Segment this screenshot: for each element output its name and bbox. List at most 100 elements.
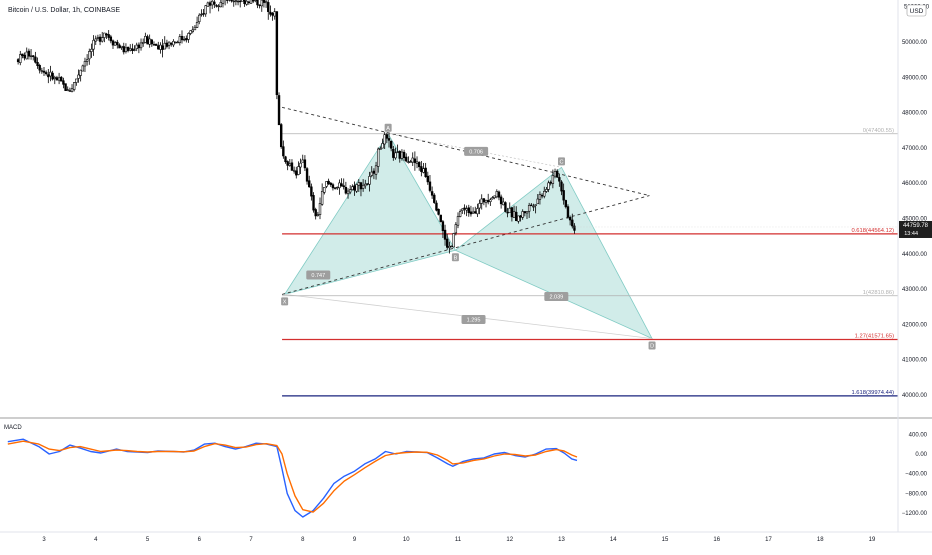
pattern-ratio-badge[interactable]: 0.747 xyxy=(306,270,331,280)
candle[interactable] xyxy=(167,41,171,50)
candle[interactable] xyxy=(68,87,72,92)
candle[interactable] xyxy=(40,67,44,74)
candle[interactable] xyxy=(124,43,128,54)
candle[interactable] xyxy=(264,0,268,8)
candle[interactable] xyxy=(174,41,177,44)
candle[interactable] xyxy=(549,180,552,186)
candle[interactable] xyxy=(562,183,565,205)
candle[interactable] xyxy=(251,0,255,4)
candle[interactable] xyxy=(525,211,529,219)
candle[interactable] xyxy=(517,215,520,224)
candle[interactable] xyxy=(204,4,207,17)
candle[interactable] xyxy=(400,149,404,161)
candle[interactable] xyxy=(42,67,46,77)
candle[interactable] xyxy=(370,166,373,178)
candle[interactable] xyxy=(122,42,125,55)
candle[interactable] xyxy=(305,167,309,185)
candle[interactable] xyxy=(66,86,69,92)
candle[interactable] xyxy=(51,70,54,81)
candle[interactable] xyxy=(480,194,483,210)
candle[interactable] xyxy=(402,149,406,162)
candle[interactable] xyxy=(512,205,516,218)
candle[interactable] xyxy=(64,83,67,92)
currency-badge[interactable]: USD xyxy=(906,4,927,17)
candle[interactable] xyxy=(25,47,28,60)
candle[interactable] xyxy=(377,147,380,173)
candle[interactable] xyxy=(176,40,179,44)
candle[interactable] xyxy=(538,191,542,205)
candle[interactable] xyxy=(247,0,251,5)
pattern-point-x[interactable]: X xyxy=(281,297,289,306)
candle[interactable] xyxy=(44,70,48,76)
candle[interactable] xyxy=(23,52,26,61)
candle[interactable] xyxy=(146,34,149,45)
candle[interactable] xyxy=(60,76,63,82)
candle[interactable] xyxy=(545,186,548,193)
candle[interactable] xyxy=(85,54,89,66)
macd-pane[interactable] xyxy=(7,438,578,518)
candle[interactable] xyxy=(415,156,419,169)
candle[interactable] xyxy=(262,0,266,8)
candle[interactable] xyxy=(484,199,488,208)
candle[interactable] xyxy=(217,4,220,12)
candle[interactable] xyxy=(502,197,505,206)
candle[interactable] xyxy=(540,193,544,199)
candle[interactable] xyxy=(536,194,539,205)
candle[interactable] xyxy=(405,153,408,163)
candle[interactable] xyxy=(88,48,91,65)
candle[interactable] xyxy=(292,166,296,174)
candle[interactable] xyxy=(486,193,490,205)
candle[interactable] xyxy=(471,207,475,214)
candle[interactable] xyxy=(36,57,39,69)
candle[interactable] xyxy=(139,38,143,51)
pattern-point-c[interactable]: C xyxy=(558,157,565,166)
candle[interactable] xyxy=(571,213,574,229)
candle[interactable] xyxy=(398,150,401,163)
candle[interactable] xyxy=(435,200,438,212)
candle[interactable] xyxy=(318,197,322,220)
candle[interactable] xyxy=(558,173,561,187)
candle[interactable] xyxy=(519,215,522,222)
candle[interactable] xyxy=(161,39,164,58)
candle[interactable] xyxy=(299,158,302,175)
macd-series-signal[interactable] xyxy=(7,440,578,513)
candle[interactable] xyxy=(232,0,235,7)
candle[interactable] xyxy=(437,208,440,216)
candle[interactable] xyxy=(489,197,492,206)
candle[interactable] xyxy=(303,155,307,171)
candle[interactable] xyxy=(79,69,82,82)
candle[interactable] xyxy=(254,0,257,3)
candle[interactable] xyxy=(439,214,442,223)
candle[interactable] xyxy=(72,82,76,92)
candle[interactable] xyxy=(208,0,212,14)
candle[interactable] xyxy=(329,182,332,187)
candle[interactable] xyxy=(389,140,393,152)
candle[interactable] xyxy=(551,169,555,189)
candle[interactable] xyxy=(34,51,37,64)
candle[interactable] xyxy=(448,241,451,254)
candle[interactable] xyxy=(193,25,197,31)
candle[interactable] xyxy=(428,175,432,193)
candle[interactable] xyxy=(277,92,281,126)
candle[interactable] xyxy=(290,159,294,171)
candle[interactable] xyxy=(430,186,434,199)
candle[interactable] xyxy=(249,0,253,4)
candle[interactable] xyxy=(200,9,203,17)
candle[interactable] xyxy=(568,215,572,226)
candle[interactable] xyxy=(198,13,201,25)
candle[interactable] xyxy=(385,132,389,144)
candle[interactable] xyxy=(27,48,31,60)
candle[interactable] xyxy=(120,45,123,50)
candle[interactable] xyxy=(530,203,533,207)
pattern-ratio-badge[interactable]: 2.039 xyxy=(544,292,569,302)
candle[interactable] xyxy=(527,202,531,218)
candle[interactable] xyxy=(340,178,343,187)
candle[interactable] xyxy=(172,39,175,48)
candle[interactable] xyxy=(338,179,341,195)
candle[interactable] xyxy=(383,132,386,150)
candle[interactable] xyxy=(267,0,270,20)
candle[interactable] xyxy=(271,11,274,21)
candle[interactable] xyxy=(111,39,115,49)
candle[interactable] xyxy=(137,42,141,54)
candle[interactable] xyxy=(57,72,61,85)
